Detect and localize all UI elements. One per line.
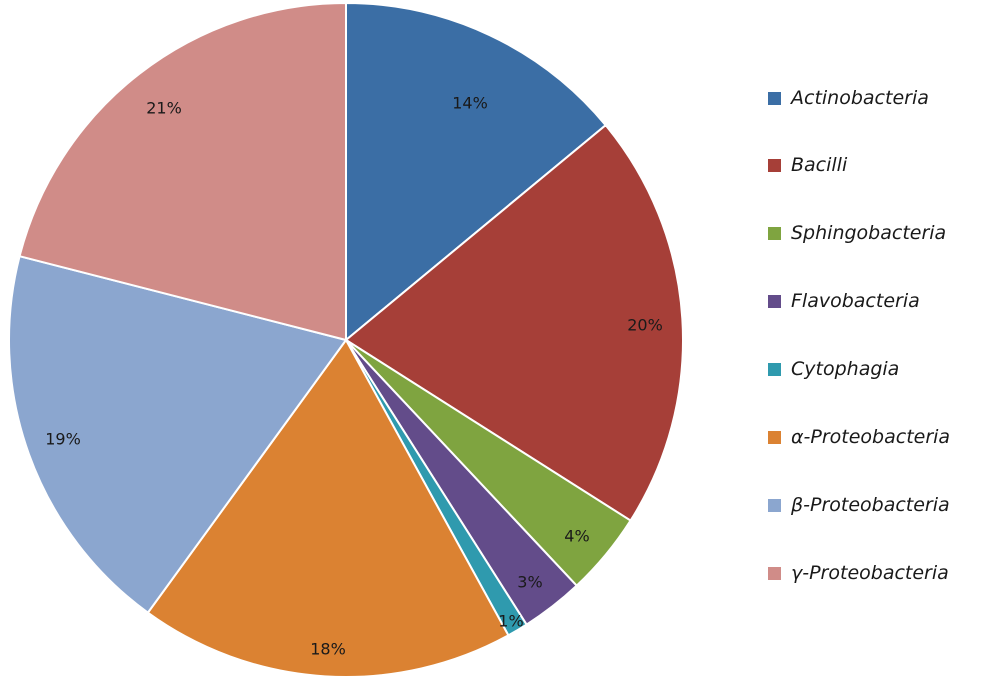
pie-slice--proteobacteria [18,1,347,342]
slice-percent-label: 18% [310,640,346,659]
legend-swatch [768,362,781,376]
pie-slice--proteobacteria [146,338,510,678]
legend-item-cytophagia: Cytophagia [768,357,899,381]
slice-percent-label: 4% [564,527,589,546]
slice-percent-label: 1% [498,612,523,631]
legend-label: Cytophagia [791,358,900,380]
slice-percent-label: 14% [452,94,488,113]
legend-label: Sphingobacteria [791,222,947,244]
legend-item-alpha-proteobacteria: α-Proteobacteria [768,425,950,449]
slice-percent-label: 21% [146,99,182,118]
pie-slice-bacilli [344,123,684,522]
legend-swatch [768,91,781,105]
legend-swatch [768,226,781,240]
legend-item-gamma-proteobacteria: γ-Proteobacteria [768,561,949,585]
legend-label: γ-Proteobacteria [791,562,949,584]
legend-label: α-Proteobacteria [791,426,951,448]
slice-percent-label: 3% [517,573,542,592]
legend-label: Flavobacteria [791,290,920,312]
legend-item-sphingobacteria: Sphingobacteria [768,221,946,245]
legend-item-actinobacteria: Actinobacteria [768,86,929,110]
legend-label: Actinobacteria [791,87,929,109]
legend-label: Bacilli [791,154,848,176]
legend-swatch [768,430,781,444]
legend-swatch [768,158,781,172]
pie-slice--proteobacteria [8,254,348,615]
legend-swatch [768,498,781,512]
slice-percent-label: 19% [45,430,81,449]
pie-slice-actinobacteria [345,1,608,343]
legend-label: β-Proteobacteria [791,494,950,516]
legend-item-beta-proteobacteria: β-Proteobacteria [768,493,950,517]
legend-swatch [768,294,781,308]
slice-percent-label: 20% [627,316,663,335]
legend-item-bacilli: Bacilli [768,153,847,177]
legend-item-flavobacteria: Flavobacteria [768,289,920,313]
legend-swatch [768,566,781,580]
